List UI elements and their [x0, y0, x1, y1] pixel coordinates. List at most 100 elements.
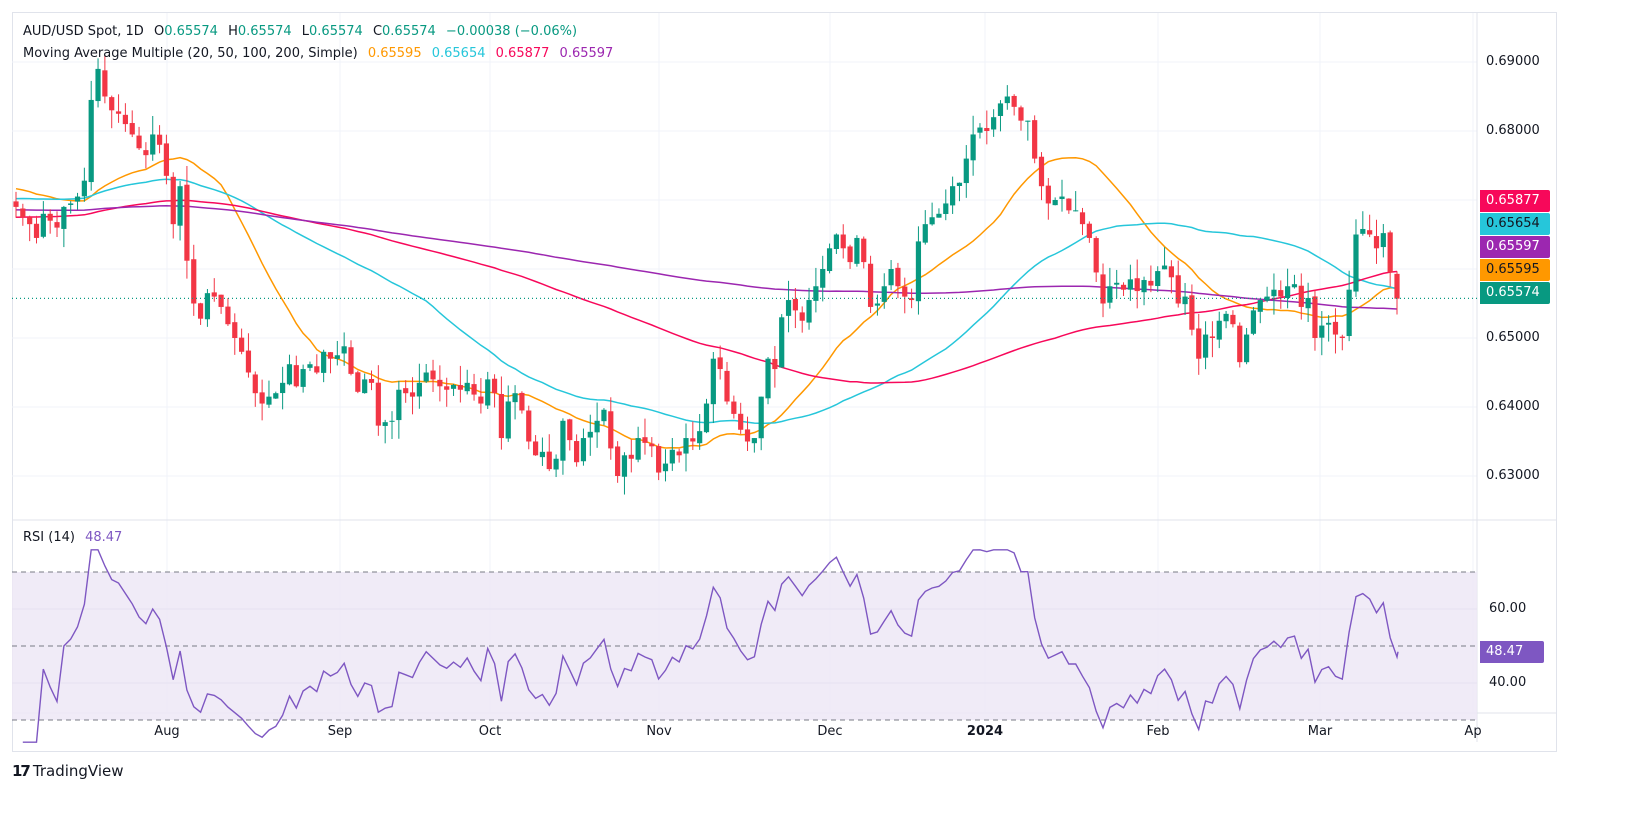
- candle-up: [956, 182, 963, 186]
- candle-up: [389, 420, 395, 422]
- symbol-title: AUD/USD Spot, 1D: [23, 24, 144, 39]
- candle-up: [1107, 286, 1113, 303]
- candle-down: [47, 213, 53, 221]
- candle-down: [724, 370, 730, 402]
- candle-down: [327, 352, 334, 359]
- candle-down: [731, 401, 737, 414]
- low-value: 0.65574: [309, 24, 363, 39]
- candle-up: [1285, 286, 1291, 299]
- candle-down: [491, 378, 498, 394]
- tradingview-logo-text: TradingView: [32, 762, 124, 780]
- candle-down: [574, 441, 580, 463]
- candle-down: [245, 350, 252, 373]
- candle-down: [225, 306, 231, 325]
- candle-down: [690, 438, 696, 442]
- candle-down: [259, 392, 265, 404]
- candle-up: [881, 286, 887, 302]
- candle-down: [239, 337, 245, 352]
- ma20-value: 0.65595: [367, 46, 422, 61]
- candle-down: [1045, 185, 1051, 204]
- rsi-legend[interactable]: RSI (14) 48.47: [23, 530, 128, 545]
- candle-up: [450, 384, 457, 389]
- candle-up: [485, 379, 491, 406]
- candle-down: [348, 347, 354, 374]
- candle-up: [1353, 234, 1359, 292]
- candle-up: [594, 420, 600, 433]
- ma50-value: 0.65654: [431, 46, 486, 61]
- candle-down: [567, 419, 573, 441]
- candle-up: [505, 401, 511, 439]
- close-label: C: [372, 24, 383, 39]
- candle-up: [341, 346, 347, 354]
- candle-down: [1168, 266, 1174, 278]
- candle-up: [950, 186, 956, 206]
- candle-up: [1380, 233, 1386, 248]
- ma-legend[interactable]: Moving Average Multiple (20, 50, 100, 20…: [23, 46, 619, 61]
- tradingview-logo[interactable]: 17 TradingView: [12, 762, 124, 780]
- candle-down: [136, 135, 142, 149]
- candle-up: [765, 358, 771, 399]
- candle-down: [1373, 236, 1380, 249]
- moving-averages: [15, 156, 1398, 449]
- candle-up: [286, 364, 293, 385]
- candle-down: [498, 394, 505, 439]
- candle-up: [1182, 296, 1188, 305]
- rsi-line: [22, 549, 1399, 743]
- candle-up: [874, 303, 881, 306]
- candle-down: [471, 384, 477, 395]
- ma50-tag: 0.65654: [1480, 213, 1550, 235]
- price-tick-label: 0.63000: [1486, 468, 1540, 483]
- candle-up: [806, 300, 812, 323]
- candle-up: [826, 248, 833, 272]
- candle-up: [758, 396, 764, 439]
- candle-down: [409, 392, 416, 397]
- price-tick-label: 0.69000: [1486, 54, 1540, 69]
- candle-up: [703, 403, 710, 433]
- candle-down: [314, 366, 320, 373]
- candle-up: [95, 68, 101, 102]
- candle-up: [1257, 300, 1263, 312]
- candle-up: [662, 463, 669, 472]
- candle-up: [88, 99, 94, 183]
- candle-up: [1141, 280, 1147, 293]
- candle-down: [1278, 290, 1284, 297]
- ma100-value: 0.65877: [495, 46, 550, 61]
- candle-down: [478, 396, 484, 404]
- candle-up: [334, 355, 340, 359]
- ma200-line: [16, 205, 1398, 310]
- ma20-tag: 0.65595: [1480, 259, 1550, 281]
- candle-down: [1093, 238, 1099, 273]
- candle-up: [61, 206, 67, 229]
- low-label: L: [301, 24, 310, 39]
- candle-down: [532, 441, 539, 456]
- candle-down: [143, 150, 149, 156]
- candle-up: [300, 369, 306, 387]
- candle-up: [273, 393, 279, 399]
- ma100-tag: 0.65877: [1480, 190, 1550, 212]
- rsi-legend-label: RSI (14): [23, 530, 75, 545]
- candle-down: [122, 114, 128, 125]
- rsi-legend-value: 48.47: [85, 530, 123, 545]
- candle-down: [232, 322, 238, 338]
- candle-down: [368, 378, 375, 383]
- tradingview-logo-icon: 17: [12, 762, 31, 780]
- time-tick-label: Mar: [1307, 724, 1333, 739]
- candle-down: [1387, 232, 1393, 273]
- candle-up: [204, 293, 211, 320]
- candle-up: [1073, 210, 1079, 212]
- candle-up: [40, 213, 46, 237]
- candle-down: [744, 429, 751, 442]
- candle-up: [813, 286, 819, 301]
- candle-down: [191, 259, 197, 304]
- candle-up: [580, 438, 587, 462]
- candle-up: [1319, 325, 1325, 338]
- candle-down: [1394, 273, 1400, 299]
- candle-up: [833, 234, 839, 250]
- candle-up: [464, 382, 470, 392]
- candle-up: [68, 203, 74, 205]
- symbol-legend[interactable]: AUD/USD Spot, 1D O0.65574 H0.65574 L0.65…: [23, 24, 583, 39]
- candle-down: [1312, 296, 1318, 338]
- candle-up: [621, 455, 628, 477]
- candle-up: [1291, 284, 1298, 288]
